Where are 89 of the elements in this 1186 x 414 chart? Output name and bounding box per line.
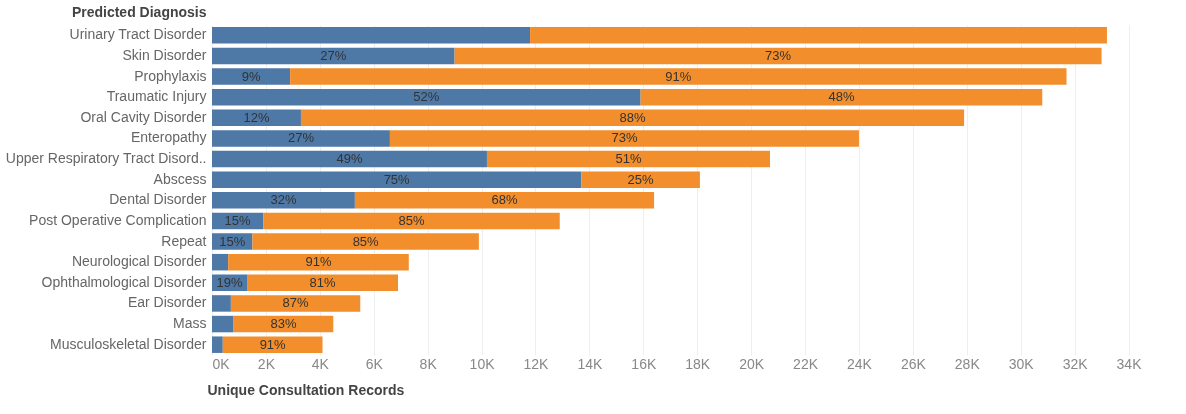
- annotation: 75%: [383, 171, 411, 187]
- bar: [300, 109, 965, 127]
- y-tick-label: Abscess: [153, 170, 207, 187]
- bar: [247, 274, 398, 292]
- bar: [228, 253, 409, 271]
- x-tick-label: 14K: [577, 355, 603, 372]
- annotation: 73%: [611, 130, 638, 146]
- annotation: 91%: [665, 68, 692, 84]
- y-tick-label: Mass: [173, 315, 207, 332]
- y-tick-label: Repeat: [161, 232, 207, 249]
- y-tick-label: Urinary Tract Disorder: [69, 26, 207, 43]
- bar: [640, 88, 1043, 106]
- x-tick-label: 22K: [793, 355, 819, 372]
- annotation: 81%: [309, 274, 336, 290]
- x-tick-label: 4K: [311, 355, 330, 372]
- x-tick-label: 10K: [469, 355, 496, 372]
- x-tick-label: 24K: [847, 355, 873, 372]
- annotation: 87%: [282, 295, 310, 311]
- bar: [454, 47, 1102, 65]
- annotation: 68%: [491, 192, 518, 208]
- x-tick-label: 20K: [739, 355, 765, 372]
- x-axis-title: Unique Consultation Records: [207, 381, 405, 398]
- annotation: 52%: [413, 89, 440, 105]
- y-tick-label: Enteropathy: [131, 129, 207, 146]
- annotation: 73%: [765, 47, 792, 63]
- x-tick-label: 18K: [685, 355, 711, 372]
- y-tick-label: Dental Disorder: [109, 191, 207, 208]
- bar: [581, 171, 700, 188]
- y-tick-label: Skin Disorder: [122, 46, 207, 63]
- x-tick-label: 0K: [212, 355, 231, 372]
- bar: [212, 315, 234, 333]
- x-tick-label: 16K: [631, 355, 657, 372]
- bar: [389, 130, 859, 147]
- x-tick-label: 32K: [1062, 355, 1089, 372]
- annotation: 83%: [270, 316, 297, 332]
- annotation: 85%: [352, 233, 380, 249]
- bar: [530, 27, 1107, 44]
- bar: [212, 295, 231, 312]
- bar: [212, 171, 582, 188]
- bar: [212, 253, 229, 271]
- annotation: 27%: [320, 47, 347, 63]
- annotation: 25%: [627, 171, 655, 187]
- y-tick-label: Musculoskeletal Disorder: [50, 335, 207, 352]
- bar: [212, 192, 355, 209]
- annotation: 27%: [287, 130, 315, 146]
- annotation: 48%: [828, 89, 855, 105]
- annotation: 9%: [241, 68, 261, 84]
- y-tick-label: Traumatic Injury: [106, 88, 207, 105]
- y-tick-label: Prophylaxis: [134, 67, 207, 84]
- annotation: 15%: [219, 233, 246, 249]
- annotation: 91%: [305, 254, 332, 270]
- bar: [212, 88, 641, 106]
- x-tick-label: 30K: [1008, 355, 1035, 372]
- annotation: 51%: [615, 151, 642, 167]
- bar: [354, 192, 655, 209]
- x-tick-label: 34K: [1116, 355, 1143, 372]
- bar: [212, 150, 487, 168]
- bar: [212, 27, 531, 44]
- x-tick-label: 8K: [419, 355, 438, 372]
- x-tick-label: 12K: [523, 355, 550, 372]
- y-tick-label: Neurological Disorder: [71, 253, 207, 270]
- bar: [222, 336, 323, 353]
- annotation: 15%: [224, 212, 252, 228]
- bar: [212, 130, 390, 147]
- annotation: 19%: [216, 274, 243, 290]
- y-tick-label: Post Operative Complication: [29, 211, 207, 228]
- x-tick-label: 2K: [257, 355, 276, 372]
- y-tick-label: Upper Respiratory Tract Disord..: [5, 150, 207, 167]
- annotation: 91%: [259, 336, 287, 352]
- bar: [212, 68, 291, 85]
- x-tick-label: 26K: [900, 355, 927, 372]
- bar: [212, 47, 455, 65]
- y-tick-label: Ophthalmological Disorder: [41, 273, 207, 290]
- bar: [486, 150, 770, 168]
- x-tick-label: 28K: [954, 355, 981, 372]
- bar: [263, 212, 560, 230]
- y-tick-label: Ear Disorder: [127, 294, 207, 311]
- annotation: 32%: [270, 192, 297, 208]
- bar: [230, 295, 361, 312]
- y-tick-label: Oral Cavity Disorder: [80, 108, 207, 125]
- annotation: 85%: [398, 212, 425, 228]
- bar: [212, 336, 223, 353]
- annotation: 12%: [243, 109, 270, 125]
- annotation: 88%: [619, 109, 646, 125]
- y-axis-title: Predicted Diagnosis: [71, 3, 207, 20]
- x-tick-label: 6K: [365, 355, 384, 372]
- annotation: 49%: [336, 151, 363, 167]
- bar: [252, 233, 479, 250]
- bar: [290, 68, 1067, 85]
